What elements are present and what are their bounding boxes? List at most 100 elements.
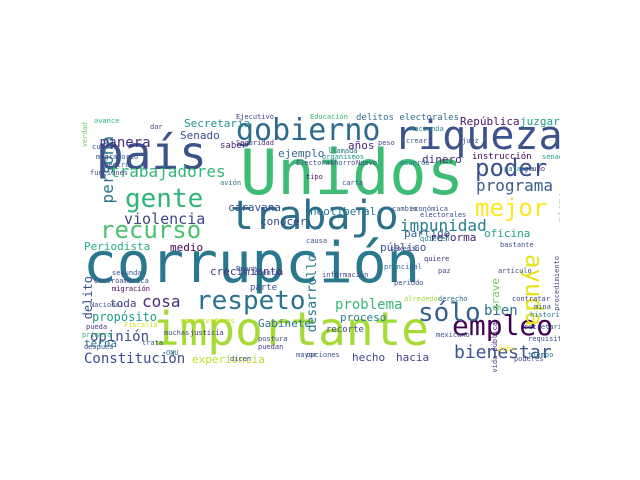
word-mejor: mejor [475, 194, 548, 222]
word-recurso: recurso [100, 216, 202, 244]
word-vida-publica: vida pública [491, 322, 499, 373]
word-migracion: migración [112, 285, 150, 293]
word-puedan: puedan [258, 343, 284, 351]
word-mismo: mismo [557, 192, 560, 223]
word-gabinete: Gabinete [258, 317, 311, 330]
word-carta: carta [342, 179, 364, 187]
word-cloud: corrupción Unidos país importante riquez… [80, 106, 560, 374]
word-neoliberal: neoliberal [310, 205, 377, 218]
word-ahorro: ahorro [330, 159, 356, 167]
word-buena: Buena [236, 265, 258, 273]
word-postura: postura [258, 335, 288, 343]
word-proceso: proceso [340, 311, 387, 324]
word-maestro: maestro [100, 161, 130, 169]
word-tiempo: tiempo [528, 351, 554, 359]
word-instruccion: instrucción [472, 152, 532, 162]
word-mexicano: mexicano [436, 331, 470, 339]
word-secretaria-lower: secretaria [524, 323, 560, 331]
word-constitucion: Constitución [84, 351, 186, 367]
word-educacion: Educación [310, 113, 348, 121]
word-saber: saber [220, 141, 248, 151]
word-secretaria: Secretaría [184, 117, 251, 130]
word-cuentas: cuentas [254, 269, 284, 277]
word-poderes: poderes [514, 355, 544, 363]
word-nuevo: Nuevo [356, 159, 378, 167]
word-pueda: pueda [86, 323, 108, 331]
word-senadores: senadores [542, 153, 560, 161]
word-experiencia: experiencia [192, 353, 265, 366]
word-parte: parte [250, 283, 278, 293]
word-bien: bien [484, 303, 518, 319]
word-poder: poder [475, 154, 548, 182]
word-peso: peso [378, 139, 395, 147]
word-conservadores: conservadores [180, 317, 235, 325]
word-corrupcion: corrupción [83, 231, 421, 296]
word-despues: después [84, 343, 114, 351]
word-causa: causa [306, 237, 328, 245]
word-dicen: dicen [230, 355, 252, 363]
word-programa: programa [476, 176, 554, 195]
word-primera: primera [82, 331, 112, 339]
word-grupo: grupo [524, 165, 546, 173]
word-paz: paz [438, 267, 451, 275]
word-recorte: recorte [326, 325, 364, 335]
word-economica: económica [410, 205, 448, 213]
word-organismos: organismos [322, 153, 365, 161]
word-toda: toda [110, 297, 137, 310]
word-sexenio: sexenio [390, 245, 420, 253]
word-avance: avance [94, 117, 120, 125]
word-justicia: justicia [190, 329, 224, 337]
word-trata: trata [142, 339, 164, 347]
word-fiscalia: Fiscalía [124, 321, 158, 329]
word-proposito: propósito [92, 310, 158, 324]
word-impunidad: impunidad [400, 216, 487, 235]
word-cambio: cambio [392, 205, 418, 213]
word-informacion: información [322, 271, 369, 279]
word-terna: terna [84, 337, 118, 350]
word-delitos-electorales: delitos electorales [356, 113, 459, 123]
word-juzgar: juzgar [520, 115, 560, 128]
word-juez: juez [462, 137, 479, 145]
word-caravana: caravana [228, 201, 281, 214]
word-centroamerica: Centroamérica [94, 277, 149, 285]
word-periodista: Periodista [84, 240, 151, 253]
word-opinion: opinión [90, 329, 150, 345]
word-cuarto: cuarto [92, 143, 118, 151]
word-crecimiento: crecimiento [210, 265, 283, 278]
word-periodo: periodo [394, 279, 424, 287]
word-crear: crear [406, 137, 428, 145]
word-llamada: llamada [328, 147, 358, 155]
word-ejecutivo: Ejecutivo [236, 113, 274, 121]
word-segunda: segunda [112, 269, 142, 277]
word-alrededor: alrededor [404, 295, 442, 303]
word-quiere: quiere [424, 255, 450, 263]
word-hacienda: Hacienda [410, 125, 444, 133]
word-reforma: reforma [430, 231, 477, 244]
word-senado: Senado [180, 129, 220, 142]
word-mina: mina [534, 303, 551, 311]
word-palabra: palabra [504, 165, 534, 173]
word-medio: medio [170, 241, 204, 254]
word-bienestar: bienestar [454, 342, 552, 363]
word-conocer: conocer [260, 215, 307, 228]
word-hecho: hecho [352, 351, 386, 364]
word-manera: manera [100, 135, 151, 151]
word-gobierno: gobierno [236, 113, 381, 148]
word-trabajadores: trabajadores [110, 162, 226, 181]
word-seguridad: Seguridad [236, 139, 274, 147]
word-migratorio: migratorio [96, 153, 139, 161]
word-republica: República [460, 115, 520, 128]
word-grave: grave [489, 278, 502, 312]
word-dinero: dinero [422, 153, 462, 166]
word-articulo: artículo [498, 267, 532, 275]
word-cosa: cosa [142, 292, 181, 311]
word-dar: dar [150, 123, 163, 131]
word-electorales: electorales [420, 211, 467, 219]
word-gente: gente [125, 184, 204, 214]
word-solo: sólo [418, 298, 481, 328]
word-pais: país [96, 126, 207, 180]
word-publico: público [380, 241, 427, 254]
word-contratar: contratar [512, 295, 550, 303]
word-mayor: mayor [296, 351, 318, 359]
